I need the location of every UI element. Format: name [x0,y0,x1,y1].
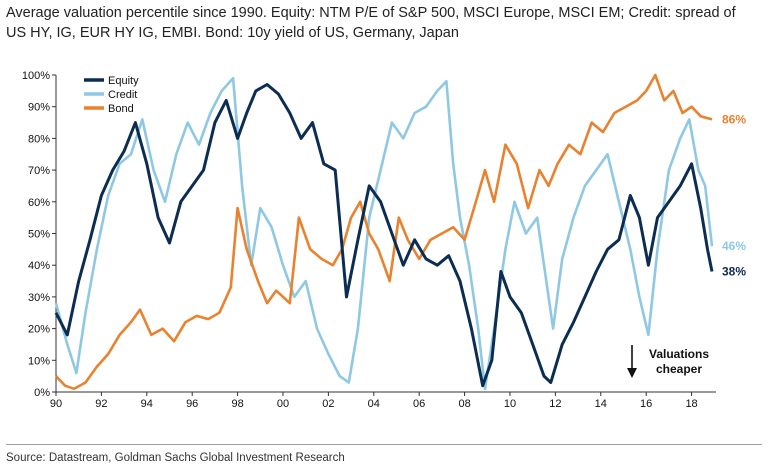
x-tick-label: 04 [368,398,380,410]
series-layer [54,73,714,391]
y-tick-label: 20% [28,324,50,336]
x-tick-label: 12 [549,398,561,410]
x-tick-label: 16 [640,398,652,410]
end-label-credit: 46% [722,239,746,253]
x-tick-label: 02 [322,398,334,410]
series-line-equity [54,83,714,388]
annotation-line: Valuations [649,347,709,361]
arrow-head-icon [627,368,637,378]
legend: Equity Credit Bond [84,75,139,115]
legend-label-equity: Equity [108,75,139,87]
y-tick-label: 50% [28,229,50,241]
series-line-credit [54,76,714,391]
x-tick-label: 98 [231,398,243,410]
series-line-bond [55,73,713,391]
axes: 0% 10% 20% 30% 40% 50% 60% 70% 80% 90% 100% 90 92 94 9… [22,70,716,410]
source-note: Source: Datastream, Goldman Sachs Global… [6,452,345,464]
x-tick-label: 08 [458,398,470,410]
x-tick-label: 96 [186,398,198,410]
chart-title: Average valuation percentile since 1990.… [6,5,736,41]
y-tick-label: 40% [28,260,50,272]
y-tick-label: 100% [22,70,50,82]
legend-label-bond: Bond [108,103,134,115]
y-tick-label: 10% [28,355,50,367]
x-tick-label: 10 [504,398,516,410]
x-tick-label: 18 [685,398,697,410]
x-tick-label: 00 [277,398,289,410]
x-tick-label: 06 [413,398,425,410]
end-label-bond: 86% [722,112,746,126]
x-tick-label: 94 [141,398,153,410]
y-tick-label: 80% [28,133,50,145]
annotation-line: cheaper [656,362,702,376]
footer-divider [6,444,762,445]
legend-label-credit: Credit [108,89,137,101]
end-labels: 38% 46% 86% [722,112,746,278]
y-tick-label: 0% [34,387,50,399]
x-tick-label: 90 [50,398,62,410]
y-tick-label: 70% [28,165,50,177]
end-label-equity: 38% [722,265,746,279]
y-tick-label: 60% [28,197,50,209]
x-tick-label: 14 [595,398,607,410]
x-tick-label: 92 [95,398,107,410]
y-tick-label: 90% [28,102,50,114]
y-tick-label: 30% [28,292,50,304]
